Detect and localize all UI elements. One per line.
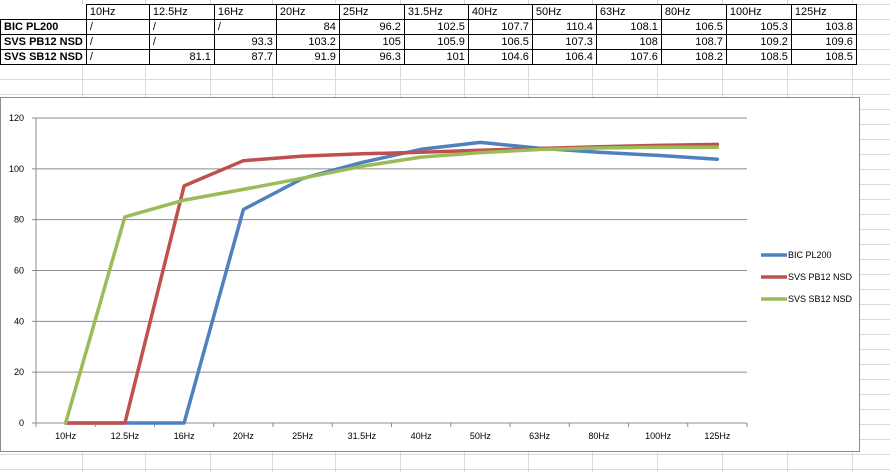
table-cell[interactable]: 81.1 [148, 49, 215, 65]
table-cell[interactable]: 109.6 [790, 34, 857, 50]
table-header-row: 10Hz 12.5Hz 16Hz 20Hz 25Hz 31.5Hz 40Hz 50Hz 63Hz… [0, 4, 857, 20]
y-tick-label: 0 [19, 418, 24, 428]
legend-label: BIC PL200 [788, 250, 832, 260]
table-row-label[interactable]: SVS SB12 NSD [0, 49, 87, 65]
table-column-header[interactable]: 20Hz [275, 4, 340, 20]
table-column-header[interactable]: 80Hz [660, 4, 727, 20]
y-tick-label: 100 [9, 164, 24, 174]
table-column-header[interactable]: 10Hz [85, 4, 150, 20]
table-row-label[interactable]: SVS PB12 NSD [0, 34, 87, 50]
chart-area[interactable]: 0 20 40 60 80 100 120 10Hz 12.5Hz 16Hz 20Hz 25Hz 31… [0, 97, 860, 452]
table-cell[interactable]: 105.9 [403, 34, 469, 50]
table-column-header[interactable]: 16Hz [213, 4, 277, 20]
x-tick-label: 20Hz [233, 431, 255, 441]
table-cell[interactable]: 108.5 [725, 49, 792, 65]
table-cell[interactable]: 108.2 [660, 49, 727, 65]
table-corner-cell [0, 4, 87, 20]
y-tick-label: 20 [14, 367, 24, 377]
table-row-label[interactable]: BIC PL200 [0, 19, 87, 35]
series-line [63, 142, 720, 425]
table-column-header[interactable]: 25Hz [338, 4, 405, 20]
y-tick-label: 120 [9, 113, 24, 123]
table-cell[interactable]: 105.3 [725, 19, 792, 35]
table-cell[interactable]: / [85, 19, 150, 35]
table-cell[interactable]: 109.2 [725, 34, 792, 50]
y-tick-label: 80 [14, 215, 24, 225]
table-row: BIC PL200///84 96.2 102.5 107.7 110.4 108.1 10… [0, 19, 857, 35]
table-column-header[interactable]: 40Hz [467, 4, 533, 20]
table-cell[interactable]: / [148, 19, 215, 35]
y-tick-label: 40 [14, 316, 24, 326]
chart-gridlines [36, 117, 747, 373]
y-axis-tick-labels: 0 20 40 60 80 100 120 [9, 113, 24, 428]
table-cell[interactable]: 106.5 [660, 19, 727, 35]
table-cell[interactable]: 107.6 [595, 49, 662, 65]
table-cell[interactable]: 103.8 [790, 19, 857, 35]
series-line [63, 145, 720, 425]
sheet-row-line [0, 94, 890, 95]
table-cell[interactable]: / [85, 49, 150, 65]
legend-label: SVS PB12 NSD [788, 272, 853, 282]
table-cell[interactable]: 107.3 [531, 34, 597, 50]
table-cell[interactable]: 107.7 [467, 19, 533, 35]
table-cell[interactable]: 103.2 [275, 34, 340, 50]
table-column-header[interactable]: 12.5Hz [148, 4, 215, 20]
table-column-header[interactable]: 31.5Hz [403, 4, 469, 20]
table-column-header[interactable]: 50Hz [531, 4, 597, 20]
data-table: 10Hz 12.5Hz 16Hz 20Hz 25Hz 31.5Hz 40Hz 50Hz 63Hz… [0, 4, 857, 65]
table-row: SVS PB12 NSD //93.3 103.2 105 105.9 106.5 107.… [0, 34, 857, 50]
table-body: BIC PL200///84 96.2 102.5 107.7 110.4 108.1 10… [0, 19, 857, 65]
table-cell[interactable]: 108.7 [660, 34, 727, 50]
legend-label: SVS SB12 NSD [788, 294, 853, 304]
table-cell[interactable]: / [85, 34, 150, 50]
line-chart: 0 20 40 60 80 100 120 10Hz 12.5Hz 16Hz 20Hz 25Hz 31… [9, 113, 853, 441]
table-cell[interactable]: 87.7 [213, 49, 277, 65]
x-axis-tick-labels: 10Hz 12.5Hz 16Hz 20Hz 25Hz 31.5Hz 40Hz 50Hz 63Hz… [55, 431, 731, 441]
x-tick-label: 125Hz [704, 431, 731, 441]
table-cell[interactable]: 106.5 [467, 34, 533, 50]
table-cell[interactable]: 91.9 [275, 49, 340, 65]
x-tick-label: 80Hz [588, 431, 610, 441]
table-column-header[interactable]: 125Hz [790, 4, 857, 20]
table-column-header[interactable]: 63Hz [595, 4, 662, 20]
table-cell[interactable]: 108 [595, 34, 662, 50]
table-cell[interactable]: 105 [338, 34, 405, 50]
x-tick-label: 10Hz [55, 431, 77, 441]
x-tick-label: 40Hz [411, 431, 433, 441]
x-tick-label: 16Hz [174, 431, 196, 441]
sheet-row-line [0, 469, 890, 470]
x-tick-label: 63Hz [529, 431, 551, 441]
x-tick-label: 50Hz [470, 431, 492, 441]
table-cell[interactable]: 96.3 [338, 49, 405, 65]
table-cell[interactable]: 108.1 [595, 19, 662, 35]
table-cell[interactable]: 96.2 [338, 19, 405, 35]
sheet-row-line [0, 454, 890, 455]
table-cell[interactable]: 108.5 [790, 49, 857, 65]
table-column-header[interactable]: 100Hz [725, 4, 792, 20]
table-cell[interactable]: 106.4 [531, 49, 597, 65]
table-cell[interactable]: / [148, 34, 215, 50]
table-cell[interactable]: 110.4 [531, 19, 597, 35]
chart-legend: BIC PL200 SVS PB12 NSD SVS SB12 NSD [761, 250, 853, 304]
sheet-row-line [0, 79, 890, 80]
series-lines [63, 140, 720, 425]
table-cell[interactable]: 84 [275, 19, 340, 35]
table-cell[interactable]: 104.6 [467, 49, 533, 65]
x-tick-label: 100Hz [645, 431, 672, 441]
y-tick-label: 60 [14, 266, 24, 276]
series-line [63, 140, 720, 425]
table-cell[interactable]: 101 [403, 49, 469, 65]
x-tick-label: 12.5Hz [111, 431, 140, 441]
x-tick-label: 25Hz [292, 431, 314, 441]
table-cell[interactable]: 93.3 [213, 34, 277, 50]
chart-axes [32, 117, 748, 427]
table-cell[interactable]: 102.5 [403, 19, 469, 35]
x-tick-label: 31.5Hz [348, 431, 377, 441]
table-cell[interactable]: / [213, 19, 277, 35]
table-row: SVS SB12 NSD/81.1 87.7 91.9 96.3 101 104.6 106… [0, 49, 857, 65]
